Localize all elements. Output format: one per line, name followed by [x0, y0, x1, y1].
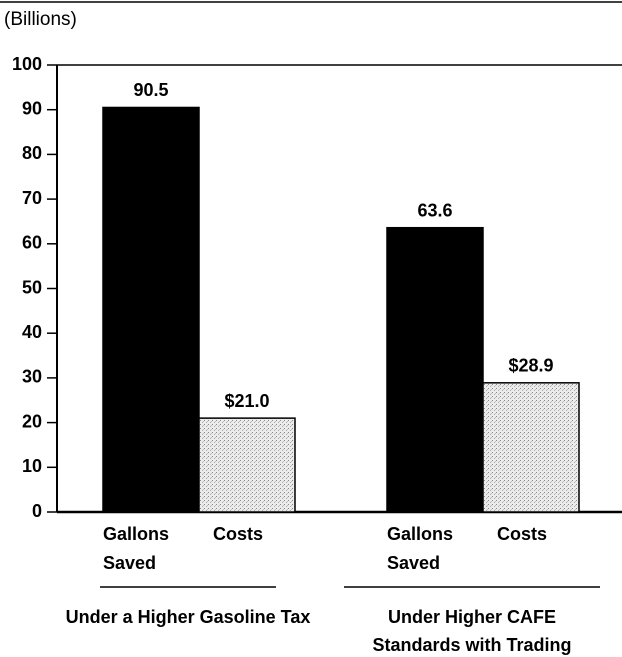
bar	[102, 106, 200, 513]
bar-label: Gallons Saved	[387, 524, 454, 573]
value-label: $28.9	[508, 356, 553, 376]
category-label: Under a Higher Gasoline Tax	[65, 607, 311, 627]
value-label: $21.0	[224, 391, 269, 411]
y-axis-label: (Billions)	[4, 9, 77, 30]
y-tick-label: 30	[22, 367, 42, 387]
category-label: Under Higher CAFE Standards with Trading	[372, 607, 572, 655]
value-label: 63.6	[417, 200, 452, 220]
y-tick-label: 40	[22, 322, 42, 342]
bar	[482, 382, 580, 513]
y-tick-label: 70	[22, 188, 42, 208]
bar-label: Gallons Saved	[103, 524, 170, 573]
y-tick-label: 50	[22, 277, 42, 297]
bar-label: Costs	[497, 524, 548, 544]
value-label: 90.5	[133, 80, 168, 100]
bar-label: Costs	[213, 524, 264, 544]
y-tick-label: 90	[22, 98, 42, 118]
bar	[386, 226, 484, 513]
y-tick-label: 20	[22, 411, 42, 431]
y-tick-label: 60	[22, 233, 42, 253]
y-tick-label: 10	[22, 456, 42, 476]
y-tick-label: 100	[12, 54, 42, 74]
bar	[198, 417, 296, 513]
y-tick-label: 80	[22, 143, 42, 163]
y-tick-label: 0	[32, 501, 42, 521]
